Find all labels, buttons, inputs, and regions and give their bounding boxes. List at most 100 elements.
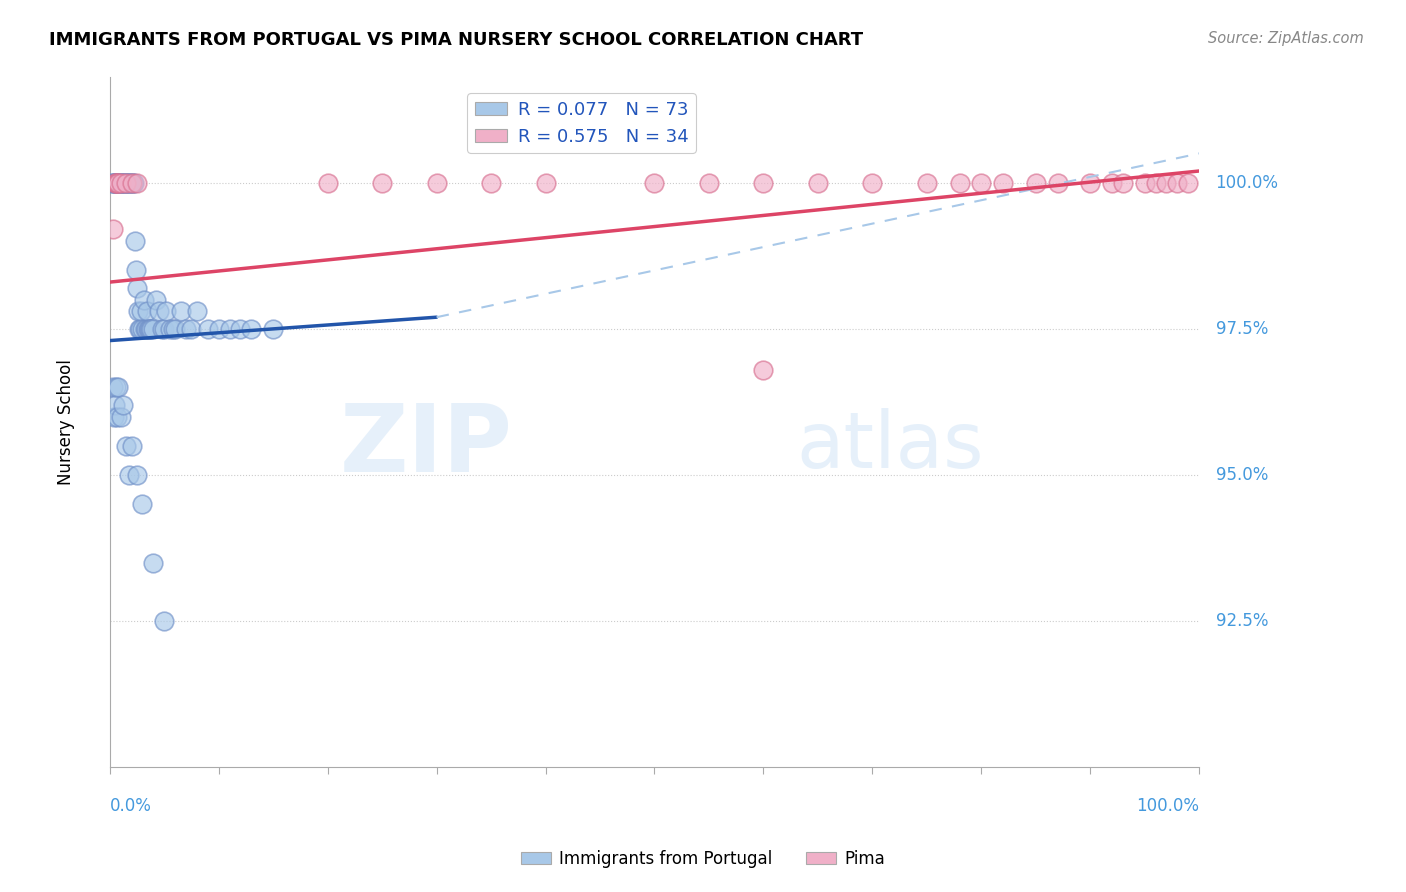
- Point: [948, 176, 970, 190]
- Text: Source: ZipAtlas.com: Source: ZipAtlas.com: [1208, 31, 1364, 46]
- Point: [132, 293, 155, 307]
- Point: [186, 304, 208, 318]
- Point: [262, 322, 284, 336]
- Point: [752, 176, 775, 190]
- Point: [108, 176, 131, 190]
- Point: [1166, 176, 1188, 190]
- Point: [104, 176, 127, 190]
- Point: [139, 322, 162, 336]
- Point: [1046, 176, 1069, 190]
- Point: [104, 176, 127, 190]
- Point: [103, 176, 125, 190]
- Point: [115, 176, 138, 190]
- Point: [115, 176, 138, 190]
- Point: [915, 176, 938, 190]
- Point: [127, 304, 149, 318]
- Point: [114, 176, 136, 190]
- Point: [1025, 176, 1047, 190]
- Point: [970, 176, 993, 190]
- Point: [110, 176, 132, 190]
- Legend: Immigrants from Portugal, Pima: Immigrants from Portugal, Pima: [515, 844, 891, 875]
- Text: ZIP: ZIP: [340, 400, 513, 491]
- Point: [118, 468, 141, 483]
- Point: [124, 234, 146, 248]
- Point: [1133, 176, 1156, 190]
- Legend: R = 0.077   N = 73, R = 0.575   N = 34: R = 0.077 N = 73, R = 0.575 N = 34: [467, 94, 696, 153]
- Point: [1144, 176, 1167, 190]
- Point: [103, 409, 125, 424]
- Point: [155, 304, 177, 318]
- Point: [111, 176, 134, 190]
- Point: [752, 363, 775, 377]
- Point: [115, 439, 138, 453]
- Point: [153, 614, 176, 628]
- Point: [479, 176, 502, 190]
- Point: [105, 409, 128, 424]
- Point: [104, 398, 127, 412]
- Point: [643, 176, 665, 190]
- Point: [135, 304, 157, 318]
- Point: [125, 468, 148, 483]
- Point: [107, 380, 129, 394]
- Point: [807, 176, 830, 190]
- Point: [180, 322, 202, 336]
- Point: [121, 176, 143, 190]
- Point: [105, 176, 128, 190]
- Point: [118, 176, 141, 190]
- Point: [111, 398, 134, 412]
- Point: [165, 322, 187, 336]
- Point: [1112, 176, 1135, 190]
- Point: [197, 322, 219, 336]
- Text: 92.5%: 92.5%: [1216, 612, 1268, 631]
- Point: [121, 176, 143, 190]
- Text: 0.0%: 0.0%: [110, 797, 152, 814]
- Point: [115, 176, 138, 190]
- Point: [107, 176, 129, 190]
- Text: 97.5%: 97.5%: [1216, 320, 1268, 338]
- Point: [125, 176, 148, 190]
- Point: [117, 176, 139, 190]
- Point: [101, 176, 124, 190]
- Point: [131, 304, 153, 318]
- Point: [129, 322, 152, 336]
- Point: [240, 322, 263, 336]
- Point: [153, 322, 176, 336]
- Point: [229, 322, 252, 336]
- Point: [110, 176, 132, 190]
- Text: Nursery School: Nursery School: [58, 359, 75, 485]
- Point: [371, 176, 394, 190]
- Point: [105, 380, 128, 394]
- Point: [141, 322, 163, 336]
- Point: [138, 322, 160, 336]
- Point: [142, 556, 165, 570]
- Point: [107, 176, 129, 190]
- Point: [125, 263, 148, 277]
- Point: [110, 409, 132, 424]
- Point: [101, 222, 124, 236]
- Point: [860, 176, 883, 190]
- Point: [134, 322, 156, 336]
- Point: [131, 322, 153, 336]
- Point: [148, 304, 170, 318]
- Point: [1177, 176, 1199, 190]
- Point: [426, 176, 449, 190]
- Point: [101, 176, 124, 190]
- Point: [1078, 176, 1101, 190]
- Point: [120, 176, 142, 190]
- Text: 100.0%: 100.0%: [1136, 797, 1199, 814]
- Point: [169, 304, 191, 318]
- Point: [104, 176, 127, 190]
- Point: [316, 176, 339, 190]
- Point: [142, 322, 165, 336]
- Point: [1156, 176, 1178, 190]
- Point: [162, 322, 184, 336]
- Point: [121, 176, 143, 190]
- Point: [131, 497, 153, 511]
- Point: [105, 176, 128, 190]
- Point: [697, 176, 720, 190]
- Point: [136, 322, 159, 336]
- Point: [105, 176, 128, 190]
- Point: [534, 176, 557, 190]
- Point: [218, 322, 240, 336]
- Text: 95.0%: 95.0%: [1216, 467, 1268, 484]
